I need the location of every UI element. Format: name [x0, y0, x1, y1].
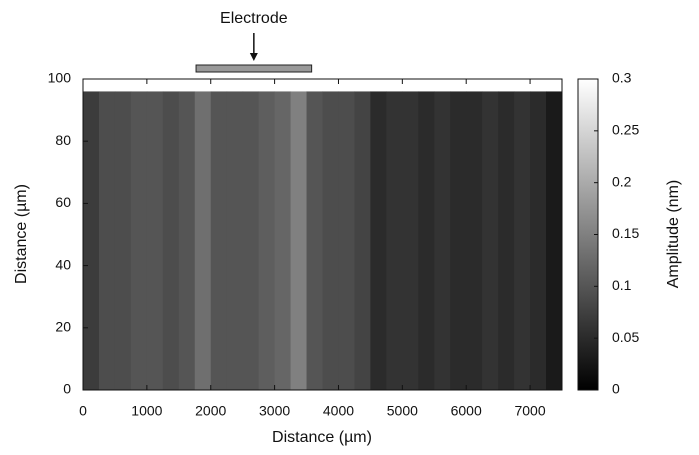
heat-cell: [178, 91, 196, 390]
heat-cell: [258, 91, 276, 390]
x-tick-label: 6000: [451, 403, 482, 419]
plot-frame: [82, 78, 563, 391]
colorbar-tick-label: 0.05: [612, 329, 639, 345]
colorbar-tick-label: 0.2: [612, 173, 632, 189]
y-tick-label: 100: [48, 70, 72, 86]
heat-cell: [98, 91, 116, 390]
heat-cell: [162, 91, 180, 390]
electrode-arrowhead: [249, 53, 258, 61]
x-tick-label: 3000: [259, 403, 290, 419]
heat-cell: [290, 91, 308, 390]
heat-cell: [226, 91, 244, 390]
x-axis-label: Distance (µm): [272, 429, 372, 446]
heat-cell: [498, 91, 515, 390]
heat-cell: [146, 91, 164, 390]
heat-cell: [130, 91, 148, 390]
electrode: [195, 64, 313, 73]
heat-cell: [450, 91, 467, 390]
colorbar-tick-label: 0.1: [612, 277, 632, 293]
heat-cell: [546, 91, 563, 390]
heat-cell: [418, 91, 435, 390]
heat-cell: [114, 91, 132, 390]
y-tick-label: 80: [55, 132, 71, 148]
y-tick-label: 40: [55, 256, 71, 272]
heat-cell: [482, 91, 499, 390]
heat-cell: [354, 91, 371, 390]
x-tick-label: 0: [79, 403, 87, 419]
heat-cell: [434, 91, 451, 390]
heat-cell: [466, 91, 483, 390]
x-tick-label: 2000: [195, 403, 226, 419]
heat-cell: [210, 91, 228, 390]
heat-cell: [530, 91, 547, 390]
y-axis-label: Distance (µm): [13, 184, 30, 284]
heat-cell: [338, 91, 355, 390]
y-tick-label: 0: [63, 381, 71, 397]
x-tick-label: 5000: [387, 403, 418, 419]
colorbar-tick-label: 0.3: [612, 70, 632, 86]
colorbar-tick-label: 0: [612, 381, 620, 397]
x-tick-label: 4000: [323, 403, 354, 419]
annotation-text: Electrode: [220, 10, 288, 27]
x-tick-label: 7000: [514, 403, 545, 419]
colorbar-tick-label: 0.15: [612, 225, 639, 241]
heat-cell: [194, 91, 212, 390]
heat-cell: [322, 91, 339, 390]
heat-cell: [386, 91, 403, 390]
colorbar-tick-label: 0.25: [612, 122, 639, 138]
heat-cell: [83, 91, 100, 390]
colorbar-label: Amplitude (nm): [665, 180, 682, 288]
x-tick-label: 1000: [131, 403, 162, 419]
heat-cell: [274, 91, 292, 390]
heat-cell: [370, 91, 387, 390]
y-tick-label: 20: [55, 319, 71, 335]
heat-cell: [242, 91, 260, 390]
y-tick-label: 60: [55, 194, 71, 210]
heat-cell: [514, 91, 531, 390]
heat-cell: [306, 91, 323, 390]
heat-cell: [402, 91, 419, 390]
